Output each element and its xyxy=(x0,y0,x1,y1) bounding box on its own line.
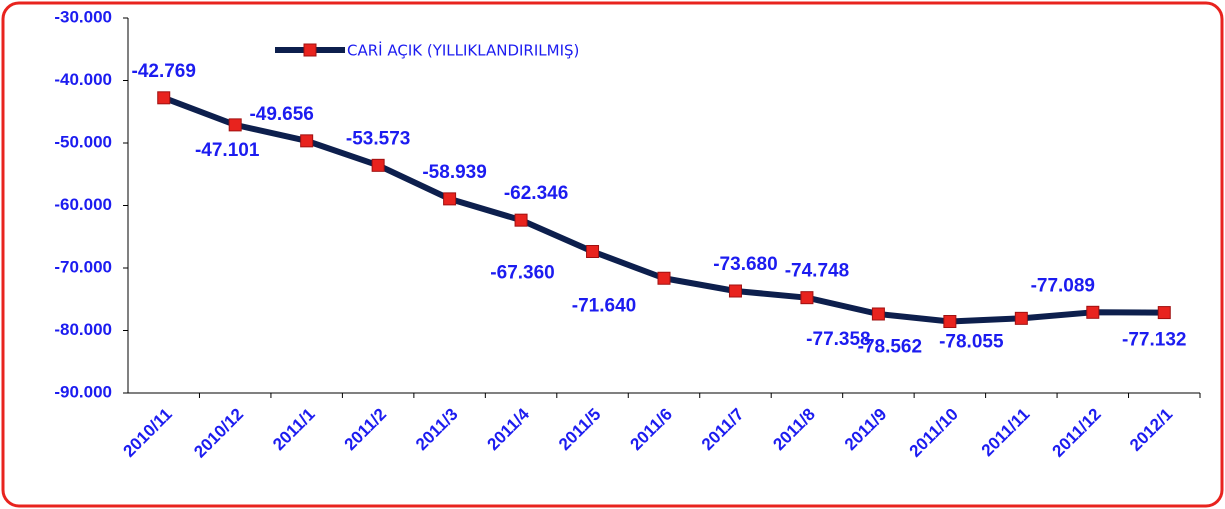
y-tick-label: -30.000 xyxy=(54,7,112,26)
y-tick-label: -50.000 xyxy=(54,132,112,151)
data-label: -42.769 xyxy=(132,61,196,82)
data-label: -77.358 xyxy=(806,329,870,350)
data-label: -67.360 xyxy=(490,263,554,284)
marker xyxy=(228,118,242,132)
marker xyxy=(657,271,671,285)
marker xyxy=(371,158,385,172)
y-tick-label: -40.000 xyxy=(54,70,112,89)
data-label: -74.748 xyxy=(785,261,849,282)
marker xyxy=(800,291,814,305)
y-tick-label: -60.000 xyxy=(54,195,112,214)
legend-marker xyxy=(303,43,317,57)
data-label: -71.640 xyxy=(572,295,636,316)
data-label: -78.562 xyxy=(858,337,922,358)
marker xyxy=(1157,306,1171,320)
data-label: -62.346 xyxy=(504,183,568,204)
data-label: -53.573 xyxy=(346,128,410,149)
marker xyxy=(943,315,957,329)
marker xyxy=(157,91,171,105)
y-tick-label: -90.000 xyxy=(54,382,112,401)
data-label: -77.132 xyxy=(1122,330,1186,351)
marker xyxy=(871,307,885,321)
legend-label: CARİ AÇIK (YILLIKLANDIRILMIŞ) xyxy=(347,41,579,60)
marker xyxy=(300,134,314,148)
marker xyxy=(728,284,742,298)
marker xyxy=(443,192,457,206)
data-label: -58.939 xyxy=(422,162,486,183)
marker xyxy=(514,213,528,227)
marker xyxy=(586,245,600,258)
data-label: -73.680 xyxy=(713,254,777,275)
data-label: -49.656 xyxy=(249,104,313,125)
y-tick-label: -70.000 xyxy=(54,257,112,276)
data-label: -77.089 xyxy=(1031,275,1095,296)
marker xyxy=(1086,305,1100,319)
data-label: -78.055 xyxy=(939,331,1004,352)
y-tick-label: -80.000 xyxy=(54,320,112,339)
data-label: -47.101 xyxy=(195,140,260,161)
marker xyxy=(1014,311,1028,325)
